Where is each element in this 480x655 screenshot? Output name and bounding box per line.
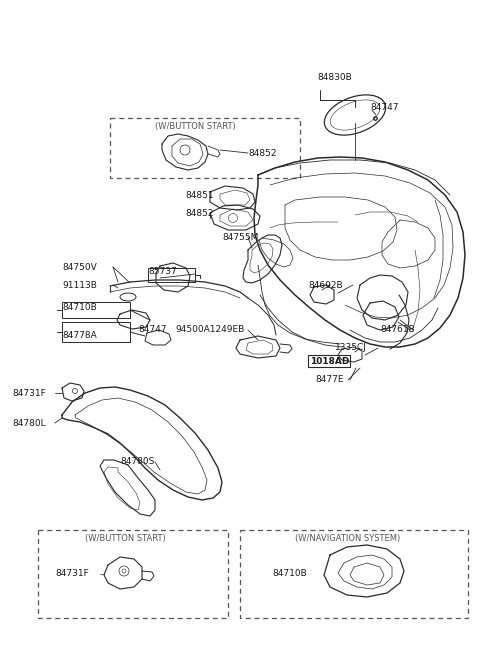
Text: 84830B: 84830B: [318, 73, 352, 83]
Text: 84731F: 84731F: [12, 388, 46, 398]
Text: (W/NAVIGATION SYSTEM): (W/NAVIGATION SYSTEM): [295, 534, 400, 543]
Text: 84755M: 84755M: [222, 233, 258, 242]
Text: 94500A1249EB: 94500A1249EB: [175, 326, 244, 335]
Text: 84750V: 84750V: [62, 263, 97, 272]
Text: 84780L: 84780L: [12, 419, 46, 428]
Text: 84851: 84851: [185, 191, 214, 200]
Bar: [148, 268, 195, 282]
Bar: [110, 118, 300, 178]
Text: 84747: 84747: [370, 103, 398, 113]
Text: 84731F: 84731F: [55, 569, 89, 578]
Text: 84852: 84852: [248, 149, 276, 157]
Text: 84778A: 84778A: [62, 331, 97, 339]
Text: (W/BUTTON START): (W/BUTTON START): [155, 122, 236, 131]
Bar: [308, 355, 350, 367]
Text: 84710B: 84710B: [62, 303, 97, 312]
Text: (W/BUTTON START): (W/BUTTON START): [85, 534, 166, 543]
Text: 85737: 85737: [148, 267, 177, 276]
Bar: [62, 302, 130, 318]
Text: 1018AD: 1018AD: [310, 358, 349, 367]
Text: 84852: 84852: [185, 208, 214, 217]
Bar: [38, 530, 228, 618]
Text: 84692B: 84692B: [308, 280, 343, 290]
Text: 84710B: 84710B: [272, 569, 307, 578]
Text: 84780S: 84780S: [120, 457, 155, 466]
Bar: [62, 322, 130, 342]
Text: 91113B: 91113B: [62, 280, 97, 290]
Bar: [240, 530, 468, 618]
Text: 84761B: 84761B: [380, 326, 415, 335]
Text: 84747: 84747: [138, 326, 167, 335]
Text: 1335CJ: 1335CJ: [335, 343, 367, 352]
Text: 8477E: 8477E: [315, 375, 344, 384]
